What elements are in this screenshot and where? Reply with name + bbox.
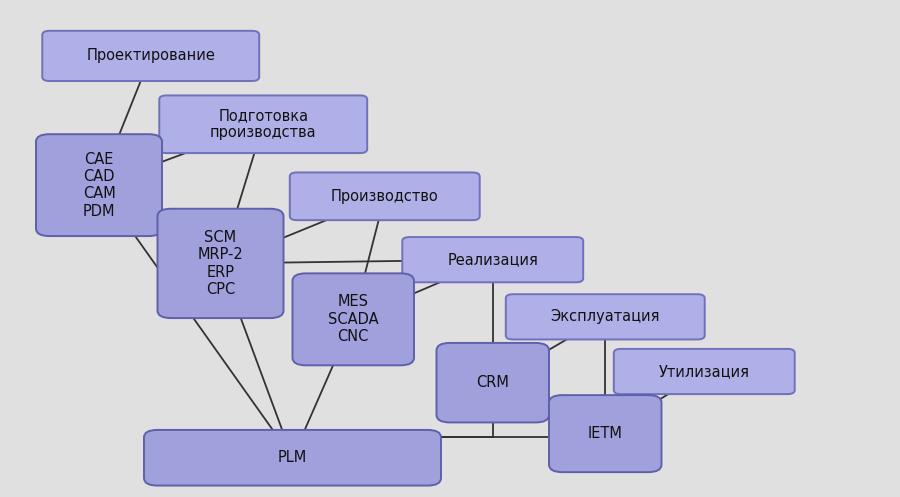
Text: IETM: IETM [588,426,623,441]
Text: SCM
MRP-2
ERP
CPC: SCM MRP-2 ERP CPC [198,230,243,297]
FancyBboxPatch shape [158,209,284,318]
Text: Подготовка
производства: Подготовка производства [210,108,317,141]
Text: Проектирование: Проектирование [86,48,215,64]
FancyBboxPatch shape [402,237,583,282]
Text: MES
SCADA
CNC: MES SCADA CNC [328,294,379,344]
FancyBboxPatch shape [549,395,662,472]
Text: PLM: PLM [278,450,307,465]
Text: Утилизация: Утилизация [659,364,750,379]
FancyBboxPatch shape [42,31,259,81]
Text: CAE
CAD
CAM
PDM: CAE CAD CAM PDM [83,152,115,219]
FancyBboxPatch shape [292,273,414,365]
FancyBboxPatch shape [290,172,480,220]
Text: Эксплуатация: Эксплуатация [551,309,660,325]
FancyBboxPatch shape [506,294,705,339]
FancyBboxPatch shape [144,430,441,486]
Text: Производство: Производство [331,189,438,204]
FancyBboxPatch shape [36,134,162,236]
FancyBboxPatch shape [614,349,795,394]
FancyBboxPatch shape [436,343,549,422]
FancyBboxPatch shape [159,95,367,153]
Text: CRM: CRM [476,375,509,390]
Text: Реализация: Реализация [447,252,538,267]
